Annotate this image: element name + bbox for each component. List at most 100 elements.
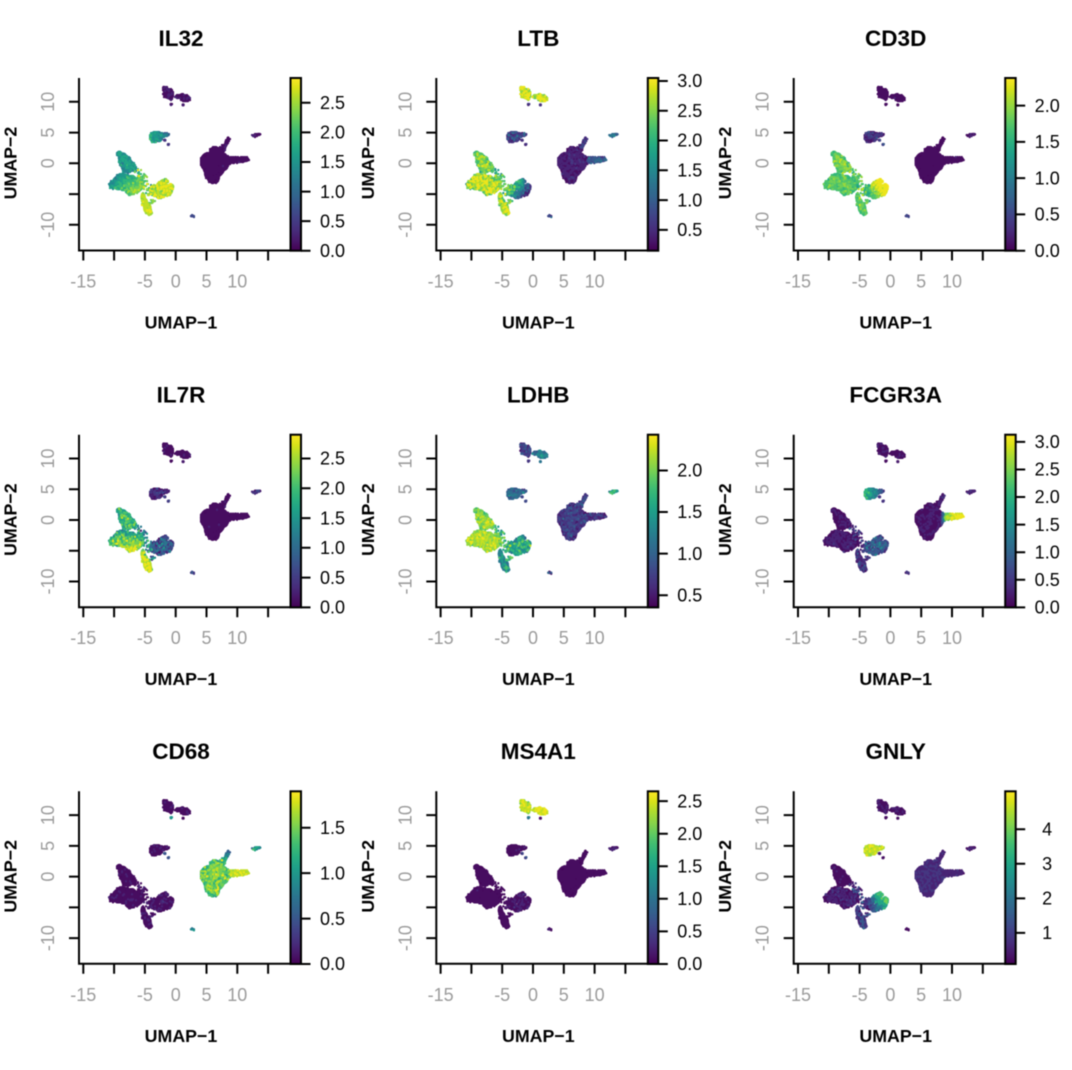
svg-text:0.5: 0.5 [677, 220, 702, 240]
svg-text:1.5: 1.5 [320, 508, 345, 528]
svg-text:0.5: 0.5 [1035, 205, 1060, 225]
svg-text:1.5: 1.5 [677, 161, 702, 181]
svg-text:0: 0 [885, 272, 895, 292]
svg-text:5: 5 [395, 841, 415, 851]
svg-text:0: 0 [38, 515, 58, 525]
svg-text:UMAP−1: UMAP−1 [502, 313, 575, 333]
svg-text:UMAP−1: UMAP−1 [859, 1026, 932, 1046]
svg-text:0: 0 [528, 628, 538, 648]
svg-text:UMAP−2: UMAP−2 [358, 483, 378, 556]
svg-text:GNLY: GNLY [865, 739, 925, 764]
svg-text:5: 5 [201, 628, 211, 648]
svg-text:2.0: 2.0 [1035, 96, 1060, 116]
svg-text:0: 0 [38, 872, 58, 882]
svg-text:10: 10 [38, 448, 58, 468]
svg-text:1.5: 1.5 [320, 818, 345, 838]
svg-text:1.5: 1.5 [1035, 132, 1060, 152]
svg-text:FCGR3A: FCGR3A [849, 383, 942, 408]
svg-text:-15: -15 [428, 985, 454, 1005]
svg-text:10: 10 [753, 92, 773, 112]
svg-text:-10: -10 [38, 568, 58, 594]
svg-text:10: 10 [942, 272, 962, 292]
svg-text:5: 5 [559, 985, 569, 1005]
svg-text:2.0: 2.0 [677, 824, 702, 844]
svg-text:-15: -15 [70, 272, 96, 292]
svg-text:2.0: 2.0 [1035, 487, 1060, 507]
svg-text:0: 0 [753, 872, 773, 882]
svg-text:3: 3 [1042, 854, 1052, 874]
svg-text:0.0: 0.0 [320, 241, 345, 261]
svg-text:1.5: 1.5 [320, 152, 345, 172]
svg-text:UMAP−1: UMAP−1 [502, 669, 575, 689]
svg-text:CD3D: CD3D [865, 26, 926, 51]
svg-text:0: 0 [171, 628, 181, 648]
svg-text:-10: -10 [753, 568, 773, 594]
svg-text:-10: -10 [753, 925, 773, 951]
svg-text:1.5: 1.5 [677, 856, 702, 876]
svg-text:10: 10 [395, 805, 415, 825]
svg-text:LTB: LTB [517, 26, 559, 51]
svg-text:UMAP−1: UMAP−1 [859, 669, 932, 689]
svg-text:-5: -5 [852, 628, 868, 648]
svg-text:-10: -10 [395, 925, 415, 951]
svg-text:10: 10 [227, 628, 247, 648]
svg-text:1.0: 1.0 [320, 182, 345, 202]
svg-text:UMAP−2: UMAP−2 [1, 483, 21, 556]
svg-text:5: 5 [395, 128, 415, 138]
svg-text:10: 10 [753, 805, 773, 825]
svg-text:0.5: 0.5 [677, 922, 702, 942]
svg-text:5: 5 [753, 484, 773, 494]
svg-text:UMAP−2: UMAP−2 [358, 127, 378, 200]
svg-text:0.5: 0.5 [677, 585, 702, 605]
svg-text:-5: -5 [494, 628, 510, 648]
svg-text:-15: -15 [785, 272, 811, 292]
svg-text:0.0: 0.0 [677, 954, 702, 974]
svg-text:2.5: 2.5 [1035, 460, 1060, 480]
svg-text:0: 0 [395, 515, 415, 525]
svg-text:10: 10 [585, 628, 605, 648]
svg-text:0.0: 0.0 [1035, 241, 1060, 261]
svg-text:5: 5 [916, 985, 926, 1005]
svg-text:10: 10 [395, 92, 415, 112]
svg-text:0.5: 0.5 [1035, 570, 1060, 590]
svg-text:5: 5 [201, 985, 211, 1005]
svg-text:1.0: 1.0 [677, 889, 702, 909]
svg-text:1: 1 [1042, 923, 1052, 943]
svg-text:0.5: 0.5 [320, 211, 345, 231]
svg-text:UMAP−2: UMAP−2 [715, 483, 735, 556]
svg-text:10: 10 [942, 628, 962, 648]
svg-text:2.5: 2.5 [320, 449, 345, 469]
svg-text:UMAP−1: UMAP−1 [145, 313, 218, 333]
svg-text:0: 0 [885, 628, 895, 648]
svg-text:UMAP−2: UMAP−2 [1, 127, 21, 200]
svg-text:2.0: 2.0 [320, 123, 345, 143]
svg-text:-5: -5 [137, 985, 153, 1005]
svg-text:3.0: 3.0 [1035, 432, 1060, 452]
svg-text:1.0: 1.0 [1035, 542, 1060, 562]
svg-text:10: 10 [227, 272, 247, 292]
svg-text:-5: -5 [852, 272, 868, 292]
svg-text:1.5: 1.5 [1035, 515, 1060, 535]
svg-text:1.0: 1.0 [1035, 168, 1060, 188]
svg-text:0: 0 [753, 515, 773, 525]
svg-text:2.5: 2.5 [677, 101, 702, 121]
svg-text:0: 0 [885, 985, 895, 1005]
svg-text:10: 10 [753, 448, 773, 468]
svg-text:UMAP−1: UMAP−1 [859, 313, 932, 333]
svg-text:0: 0 [528, 272, 538, 292]
svg-text:2.5: 2.5 [320, 93, 345, 113]
svg-text:1.5: 1.5 [677, 502, 702, 522]
svg-text:10: 10 [585, 985, 605, 1005]
svg-text:0: 0 [395, 872, 415, 882]
svg-text:10: 10 [38, 805, 58, 825]
svg-text:-5: -5 [137, 272, 153, 292]
svg-text:2: 2 [1042, 889, 1052, 909]
svg-text:MS4A1: MS4A1 [501, 739, 576, 764]
svg-text:LDHB: LDHB [507, 383, 570, 408]
svg-text:2.0: 2.0 [677, 461, 702, 481]
svg-text:5: 5 [916, 272, 926, 292]
svg-text:-15: -15 [428, 272, 454, 292]
svg-text:CD68: CD68 [152, 739, 210, 764]
svg-text:5: 5 [753, 128, 773, 138]
svg-text:UMAP−1: UMAP−1 [502, 1026, 575, 1046]
